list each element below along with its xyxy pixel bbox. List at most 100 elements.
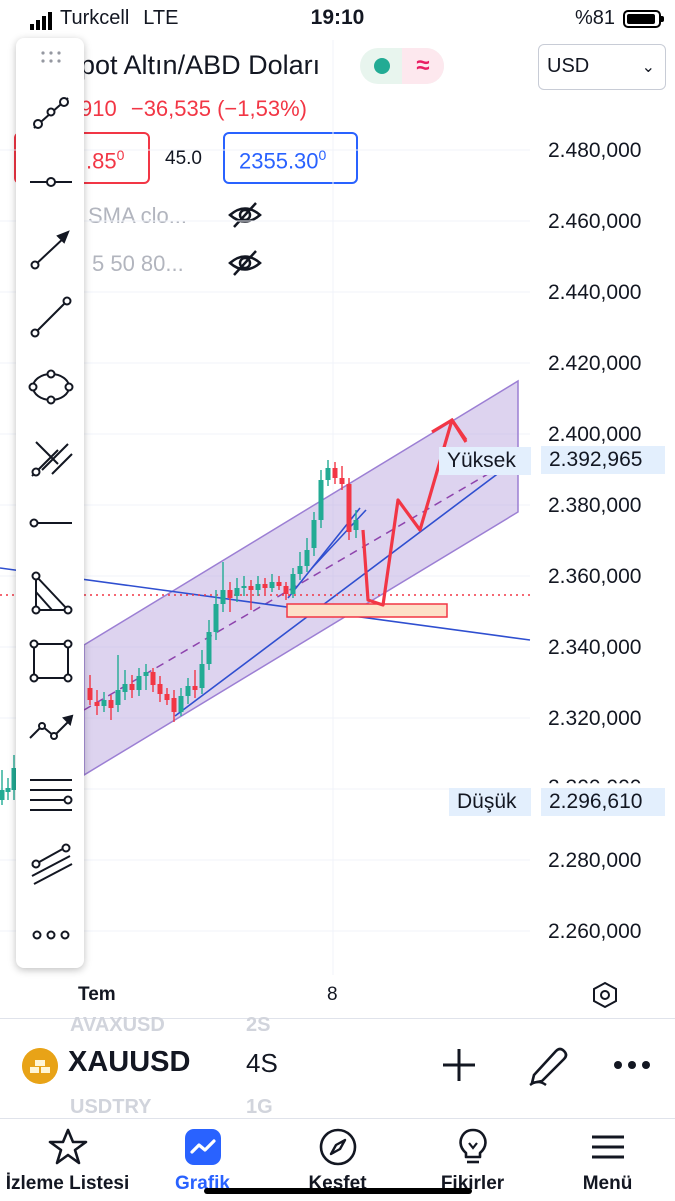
chart-settings-hexagon-icon[interactable] xyxy=(590,980,620,1010)
fib-retracement-tool-icon[interactable] xyxy=(28,774,74,820)
candle-body xyxy=(353,520,359,530)
candle-body xyxy=(346,484,352,532)
indicator-ma-label[interactable]: 5 50 80... xyxy=(92,251,184,276)
eye-off-icon[interactable] xyxy=(228,248,262,278)
horizontal-line-tool-icon[interactable] xyxy=(28,500,74,546)
timeframe-selector[interactable]: 4S xyxy=(246,1048,278,1078)
buy-price-sup: 0 xyxy=(318,147,327,163)
draw-pen-icon[interactable] xyxy=(526,1043,568,1087)
triangle-tool-icon[interactable] xyxy=(28,570,74,616)
candle-body xyxy=(297,566,303,574)
ghost-timeframe-below: 1G xyxy=(246,1096,273,1118)
battery-icon xyxy=(623,9,664,28)
candle-body xyxy=(325,468,331,480)
rectangle-tool-icon[interactable] xyxy=(28,638,74,684)
price-axis-label: 2.260,000 xyxy=(548,920,642,943)
support-zone xyxy=(286,603,448,618)
carrier-name: Turkcell xyxy=(60,7,130,29)
price-axis-label: 2.280,000 xyxy=(548,849,642,872)
chevron-down-icon: ⌄ xyxy=(641,59,655,76)
star-icon xyxy=(48,1128,88,1165)
indicator-sma-label[interactable]: SMA clo... xyxy=(88,203,188,228)
candlesticks xyxy=(0,460,359,805)
menu-icon xyxy=(592,1135,624,1159)
candle-body xyxy=(199,664,205,688)
ghost-symbol-above: AVAXUSD xyxy=(70,1014,165,1036)
symbol-title[interactable]: pot Altın/ABD Doları xyxy=(80,50,321,80)
low-label: Düşük xyxy=(449,788,531,816)
candle-body xyxy=(122,684,128,692)
price-axis-label: 2.360,000 xyxy=(548,565,642,588)
candle-body xyxy=(129,684,135,690)
parallel-channel-tool-icon[interactable] xyxy=(28,840,74,886)
high-value: 2.392,965 xyxy=(541,446,665,474)
candle-body xyxy=(0,790,5,800)
wave-icon: ≈ xyxy=(402,48,444,84)
drawing-toolbar xyxy=(16,38,84,968)
ghost-symbol-below: USDTRY xyxy=(70,1096,152,1118)
price-axis-label: 2.320,000 xyxy=(548,707,642,730)
more-options-icon[interactable] xyxy=(612,1058,652,1072)
candle-body xyxy=(143,672,149,676)
status-bar: Turkcell LTE 19:10 %81 xyxy=(0,0,675,38)
buy-button[interactable]: 2355.300 xyxy=(223,132,358,184)
symbol-selector[interactable]: XAUUSD xyxy=(68,1046,191,1078)
candle-body xyxy=(213,604,219,632)
chart-icon xyxy=(185,1129,221,1165)
nav-label: İzleme Listesi xyxy=(5,1173,130,1194)
candle-body xyxy=(290,574,296,594)
high-label: Yüksek xyxy=(439,447,531,475)
candle-body xyxy=(185,686,191,696)
descending-trend-line xyxy=(0,567,531,641)
price-chart[interactable] xyxy=(0,0,675,1010)
path-tool-icon[interactable] xyxy=(28,706,74,752)
drag-handle-icon[interactable] xyxy=(40,50,62,64)
candle-body xyxy=(255,584,261,590)
candle-body xyxy=(136,676,142,690)
battery-percent: %81 xyxy=(574,7,615,29)
candle-body xyxy=(171,698,177,712)
network-type: LTE xyxy=(143,7,179,29)
horizontal-ray-tool-icon[interactable] xyxy=(28,159,74,205)
candle-body xyxy=(94,702,100,706)
plus-icon[interactable] xyxy=(440,1046,478,1084)
price-axis-label: 2.400,000 xyxy=(548,423,642,446)
arrow-tool-icon[interactable] xyxy=(28,226,74,272)
currency-select[interactable]: USD ⌄ xyxy=(538,44,666,90)
divider xyxy=(0,1018,675,1019)
candle-body xyxy=(262,584,268,588)
candle-body xyxy=(157,684,163,694)
sell-price-sup: 0 xyxy=(116,147,125,163)
nav-menu[interactable]: Menü xyxy=(540,1119,675,1201)
projection-arrow-head xyxy=(431,417,468,443)
ascending-trend-line xyxy=(174,465,509,717)
more-tools-icon[interactable] xyxy=(28,912,74,958)
candle-body xyxy=(332,468,338,478)
carrier-info: Turkcell LTE xyxy=(30,7,178,30)
eye-off-icon[interactable] xyxy=(228,200,262,230)
nav-watchlist[interactable]: İzleme Listesi xyxy=(0,1119,135,1201)
change-partial: 910 xyxy=(80,96,117,121)
price-change: 910 −36,535 (−1,53%) xyxy=(80,96,307,122)
trend-line-small-2 xyxy=(311,509,367,569)
ellipse-tool-icon[interactable] xyxy=(28,364,74,410)
trend-line-tool-icon[interactable] xyxy=(28,90,74,136)
price-axis-label: 2.480,000 xyxy=(548,139,642,162)
change-abs: −36,535 xyxy=(130,96,211,121)
candle-body xyxy=(101,700,107,706)
price-axis-label: 2.300,000 xyxy=(548,776,641,783)
candle-body xyxy=(269,582,275,588)
candle-body xyxy=(248,586,254,590)
pitchfork-tool-icon[interactable] xyxy=(28,434,74,480)
candle-body xyxy=(220,590,226,604)
clock: 19:10 xyxy=(310,6,365,29)
line-tool-icon[interactable] xyxy=(28,294,74,340)
signal-icon xyxy=(30,7,54,30)
nav-label: Menü xyxy=(582,1173,633,1194)
candle-body xyxy=(241,586,247,588)
time-axis-label: 8 xyxy=(327,984,338,1005)
candle-body xyxy=(227,590,233,598)
lightbulb-icon xyxy=(459,1128,487,1164)
market-status-pill[interactable]: ≈ xyxy=(360,48,444,84)
candle-body xyxy=(206,632,212,664)
